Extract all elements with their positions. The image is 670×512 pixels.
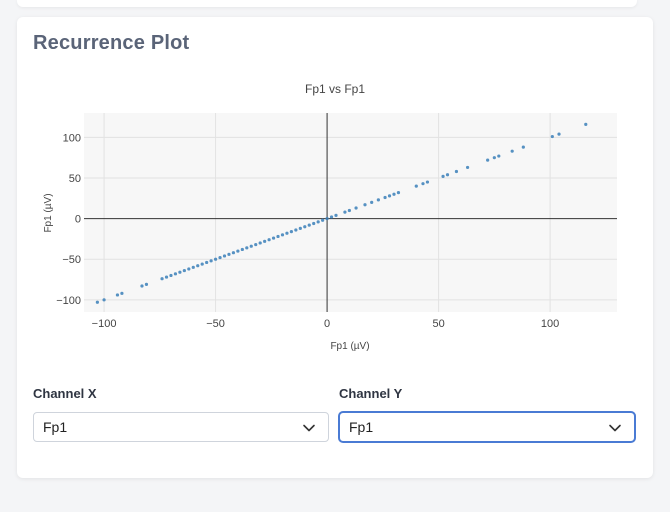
data-point — [584, 122, 588, 126]
data-point — [376, 198, 380, 202]
recurrence-plot-card: Recurrence Plot −100 −50 0 50 100 −100 −50 0 50… — [17, 17, 653, 478]
data-point — [218, 255, 222, 260]
y-axis-label: Fp1 (µV) — [43, 193, 54, 232]
x-tick-label: 100 — [541, 318, 559, 330]
data-point — [396, 191, 401, 195]
data-point — [414, 184, 418, 188]
x-tick-label: −100 — [92, 318, 117, 330]
y-tick-label: 100 — [63, 132, 81, 144]
data-point — [354, 206, 358, 210]
data-point — [160, 277, 164, 281]
channel-y-value: Fp1 — [349, 419, 374, 435]
data-point — [178, 270, 182, 274]
data-point — [173, 272, 178, 276]
data-point — [497, 154, 501, 158]
data-point — [321, 218, 325, 222]
channel-y-label: Channel Y — [339, 386, 403, 401]
data-point — [510, 149, 514, 153]
recurrence-chart: −100 −50 0 50 100 −100 −50 0 50 100 Fp1 vs Fp1 F… — [43, 82, 617, 352]
data-point — [200, 262, 204, 266]
x-tick-label: 50 — [432, 318, 444, 330]
data-point — [187, 267, 191, 271]
y-tick-label: 0 — [75, 214, 81, 226]
data-point — [521, 145, 525, 149]
card-title: Recurrence Plot — [33, 32, 190, 54]
data-point — [383, 195, 387, 200]
data-point — [454, 169, 459, 174]
y-tick-label: −100 — [56, 295, 81, 307]
channel-x-select[interactable]: Fp1 — [33, 412, 329, 442]
x-axis-label: Fp1 (µV) — [330, 341, 369, 352]
channel-x-value: Fp1 — [43, 419, 68, 435]
data-point — [231, 251, 236, 255]
channel-y-select[interactable]: Fp1 — [339, 412, 635, 442]
previous-card-edge — [17, 0, 637, 7]
data-point — [312, 221, 316, 226]
chevron-down-icon — [609, 424, 621, 432]
data-point — [191, 265, 195, 269]
data-point — [182, 268, 186, 273]
data-point — [285, 231, 289, 235]
data-point — [209, 259, 213, 263]
data-point — [263, 239, 267, 243]
chevron-down-icon — [303, 424, 315, 432]
data-point — [392, 192, 396, 196]
data-point — [445, 173, 450, 177]
data-point — [144, 282, 149, 286]
data-point — [267, 238, 271, 242]
data-point — [115, 293, 120, 297]
data-point — [164, 275, 169, 279]
chart-title: Fp1 vs Fp1 — [305, 82, 365, 96]
x-tick-label: 0 — [324, 318, 330, 330]
data-point — [205, 260, 209, 265]
data-point — [240, 247, 244, 252]
plot-background — [84, 113, 617, 312]
data-point — [140, 284, 144, 288]
y-tick-label: −50 — [62, 254, 81, 266]
data-point — [298, 226, 302, 230]
data-point — [363, 203, 367, 207]
data-point — [465, 165, 470, 170]
data-point — [271, 236, 276, 240]
data-point — [227, 252, 231, 256]
data-point — [325, 216, 329, 221]
data-point — [102, 298, 106, 302]
data-point — [334, 213, 338, 217]
data-point — [550, 134, 554, 139]
data-point — [492, 156, 496, 160]
data-point — [441, 174, 445, 178]
data-point — [245, 246, 249, 250]
data-point — [258, 241, 262, 245]
x-tick-label: −50 — [206, 318, 225, 330]
channel-x-label: Channel X — [33, 386, 97, 401]
data-point — [289, 229, 294, 234]
data-point — [120, 291, 124, 295]
y-tick-label: 50 — [69, 173, 81, 185]
data-point — [347, 208, 351, 213]
data-point — [254, 242, 258, 247]
data-point — [343, 210, 347, 214]
data-point — [370, 200, 374, 204]
data-point — [222, 254, 227, 258]
data-point — [169, 273, 173, 278]
data-point — [95, 300, 99, 304]
data-point — [249, 244, 253, 248]
data-point — [294, 228, 298, 232]
data-point — [307, 223, 311, 227]
data-point — [329, 215, 334, 219]
data-point — [486, 158, 490, 162]
data-point — [425, 180, 430, 184]
data-point — [196, 264, 200, 268]
data-point — [387, 194, 392, 198]
data-point — [557, 132, 561, 136]
data-point — [421, 182, 425, 186]
data-point — [213, 257, 218, 261]
data-point — [276, 234, 280, 239]
data-point — [303, 225, 307, 229]
data-point — [280, 233, 285, 237]
data-point — [236, 249, 240, 253]
data-point — [316, 220, 320, 224]
